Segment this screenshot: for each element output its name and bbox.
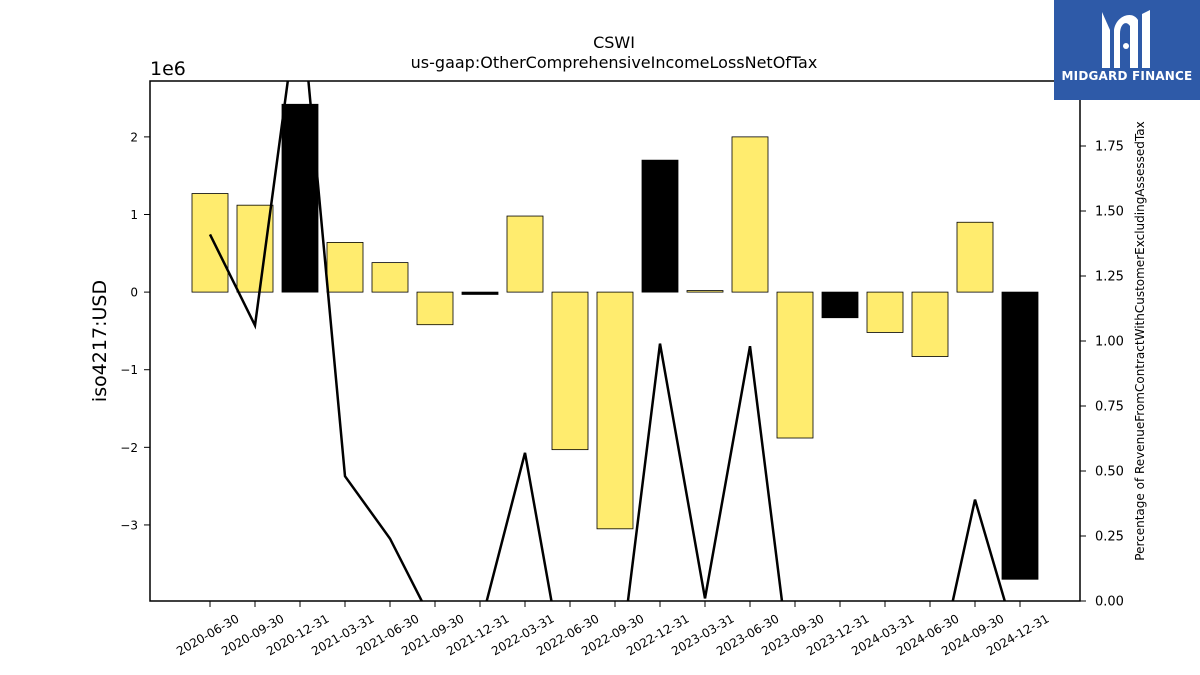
y-axis-offset-label: 1e6 [150,58,186,80]
y-tick-label: −3 [120,518,138,532]
bar [371,262,409,293]
bar [641,159,679,293]
bar [911,291,949,357]
bar [551,291,589,451]
bar [731,136,769,293]
y-tick-label: −2 [120,441,138,455]
y-tick-label: −1 [120,363,138,377]
y-tick-label: 1 [130,208,138,222]
y2-tick-label: 1.50 [1095,205,1124,220]
y2-tick-label: 0.50 [1095,465,1124,480]
bar [191,193,229,293]
y-tick-label: 0 [130,286,138,300]
bars-group [191,103,1039,580]
line-series [208,81,1007,601]
y2-tick-label: 1.75 [1095,140,1124,155]
bar [236,204,274,293]
y2-tick-label: 1.25 [1095,270,1124,285]
bar [686,290,724,293]
y2-tick-label: 0.75 [1095,400,1124,415]
bar [821,291,859,319]
bar [596,291,634,530]
bar [281,103,319,293]
bar [461,291,499,295]
y2-axis-label: Percentage of RevenueFromContractWithCus… [1133,121,1147,560]
bar [776,291,814,439]
bar [506,215,544,293]
logo-text: MIDGARD FINANCE [1061,69,1193,83]
y2-tick-label: 1.00 [1095,335,1124,350]
y2-tick-label: 0.25 [1095,530,1124,545]
bar [956,221,994,293]
y2-tick-label: 0.00 [1095,595,1124,610]
y-axis-label: iso4217:USD [89,280,111,402]
logo-mark-icon [1102,10,1150,68]
logo: MIDGARD FINANCE [1054,0,1200,100]
bar [1001,291,1039,580]
bar [416,291,454,326]
chart-subtitle: us-gaap:OtherComprehensiveIncomeLossNetO… [411,53,818,72]
bar [866,291,904,333]
bar [326,242,364,293]
chart-title: CSWI [593,33,635,52]
y-tick-label: 2 [130,130,138,144]
line-group [208,81,1007,601]
